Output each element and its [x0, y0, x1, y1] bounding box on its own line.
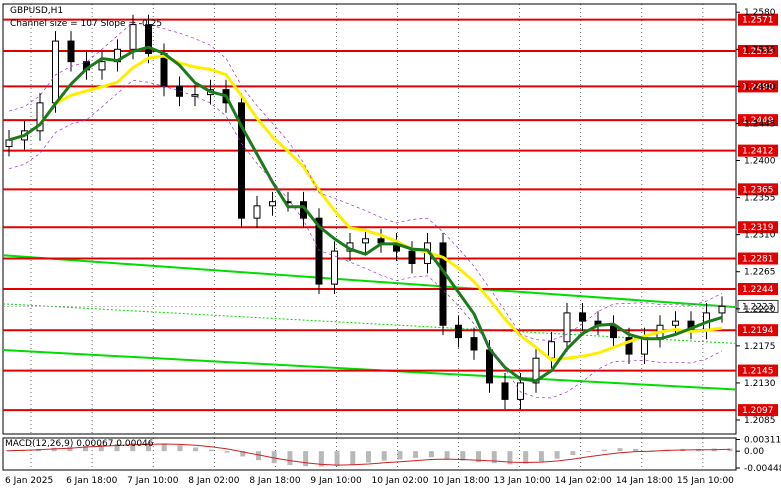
candle-body — [409, 251, 415, 263]
candle-body — [99, 62, 105, 70]
x-tick-label: 10 Jan 02:00 — [372, 476, 429, 486]
macd-histogram-bar — [350, 451, 355, 464]
macd-y-tick-label: -0.00448 — [744, 464, 781, 474]
x-tick-label: 9 Jan 10:00 — [310, 476, 362, 486]
y-tick-label: 1.2265 — [744, 268, 776, 278]
macd-y-tick-label: 0.00311 — [744, 435, 781, 445]
macd-y-tick-label: 0.00 — [744, 447, 764, 457]
candle-body — [471, 338, 477, 350]
y-tick-label: 1.2175 — [744, 342, 776, 352]
y-tick-label: 1.2220 — [744, 305, 776, 315]
candle-body — [68, 41, 74, 62]
candle-body — [378, 239, 384, 243]
macd-histogram-bar — [382, 451, 387, 460]
y-tick-label: 1.2400 — [744, 157, 776, 167]
candle-body — [502, 383, 508, 399]
y-tick-label: 1.2580 — [744, 8, 776, 18]
macd-histogram-bar — [602, 450, 607, 452]
x-tick-label: 6 Jan 18:00 — [66, 476, 118, 486]
level-label: 1.2097 — [742, 406, 774, 416]
macd-histogram-bar — [303, 451, 308, 466]
macd-histogram-bar — [413, 451, 418, 458]
symbol-title: GBPUSD,H1 — [10, 6, 63, 16]
candle-body — [254, 206, 260, 218]
y-tick-label: 1.2085 — [744, 416, 776, 426]
x-tick-label: 13 Jan 10:00 — [494, 476, 551, 486]
x-tick-label: 15 Jan 10:00 — [677, 476, 734, 486]
y-tick-label: 1.2445 — [744, 119, 776, 129]
candle-body — [564, 313, 570, 342]
macd-histogram-bar — [523, 451, 528, 463]
macd-histogram-bar — [397, 451, 402, 459]
macd-histogram-bar — [335, 451, 340, 466]
candle-body — [6, 140, 12, 147]
candle-body — [456, 325, 462, 337]
candle-body — [673, 321, 679, 325]
y-tick-label: 1.2535 — [744, 45, 776, 55]
macd-histogram-bar — [555, 451, 560, 459]
level-label: 1.2412 — [742, 147, 774, 157]
macd-histogram-bar — [617, 448, 622, 451]
candle-body — [363, 239, 369, 243]
y-tick-label: 1.2355 — [744, 194, 776, 204]
level-label: 1.2194 — [742, 326, 774, 336]
macd-histogram-bar — [225, 451, 230, 453]
candle-body — [719, 306, 725, 313]
candle-body — [53, 41, 59, 103]
x-tick-label: 8 Jan 02:00 — [188, 476, 240, 486]
macd-histogram-bar — [429, 451, 434, 457]
candle-body — [270, 202, 276, 206]
macd-histogram-bar — [586, 451, 591, 452]
macd-histogram-bar — [570, 451, 575, 455]
y-tick-label: 1.2490 — [744, 82, 776, 92]
candle-body — [549, 342, 555, 358]
x-tick-label: 7 Jan 10:00 — [127, 476, 179, 486]
y-tick-label: 1.2310 — [744, 231, 776, 241]
macd-histogram-bar — [209, 450, 214, 452]
macd-histogram-bar — [539, 451, 544, 462]
macd-histogram-bar — [287, 451, 292, 465]
candle-body — [487, 350, 493, 383]
x-tick-label: 6 Jan 2025 — [5, 476, 53, 486]
macd-histogram-bar — [366, 451, 371, 462]
x-tick-label: 14 Jan 18:00 — [616, 476, 673, 486]
y-tick-label: 1.2130 — [744, 379, 776, 389]
level-label: 1.2145 — [742, 367, 774, 377]
candle-body — [332, 251, 338, 284]
level-label: 1.2281 — [742, 255, 774, 265]
candle-body — [518, 383, 524, 399]
level-label: 1.2244 — [742, 285, 774, 295]
macd-histogram-bar — [193, 447, 198, 451]
x-tick-label: 10 Jan 18:00 — [433, 476, 490, 486]
macd-histogram-bar — [177, 445, 182, 451]
macd-label: MACD(12,26,9) 0.00067 0.00046 — [5, 439, 154, 449]
candle-body — [580, 313, 586, 321]
macd-histogram-bar — [633, 449, 638, 451]
x-tick-label: 14 Jan 02:00 — [555, 476, 612, 486]
x-tick-label: 8 Jan 18:00 — [249, 476, 301, 486]
macd-histogram-bar — [162, 444, 167, 452]
macd-histogram-bar — [445, 451, 450, 459]
channel-text: Channel size = 107 Slope = -0.25 — [10, 19, 162, 29]
